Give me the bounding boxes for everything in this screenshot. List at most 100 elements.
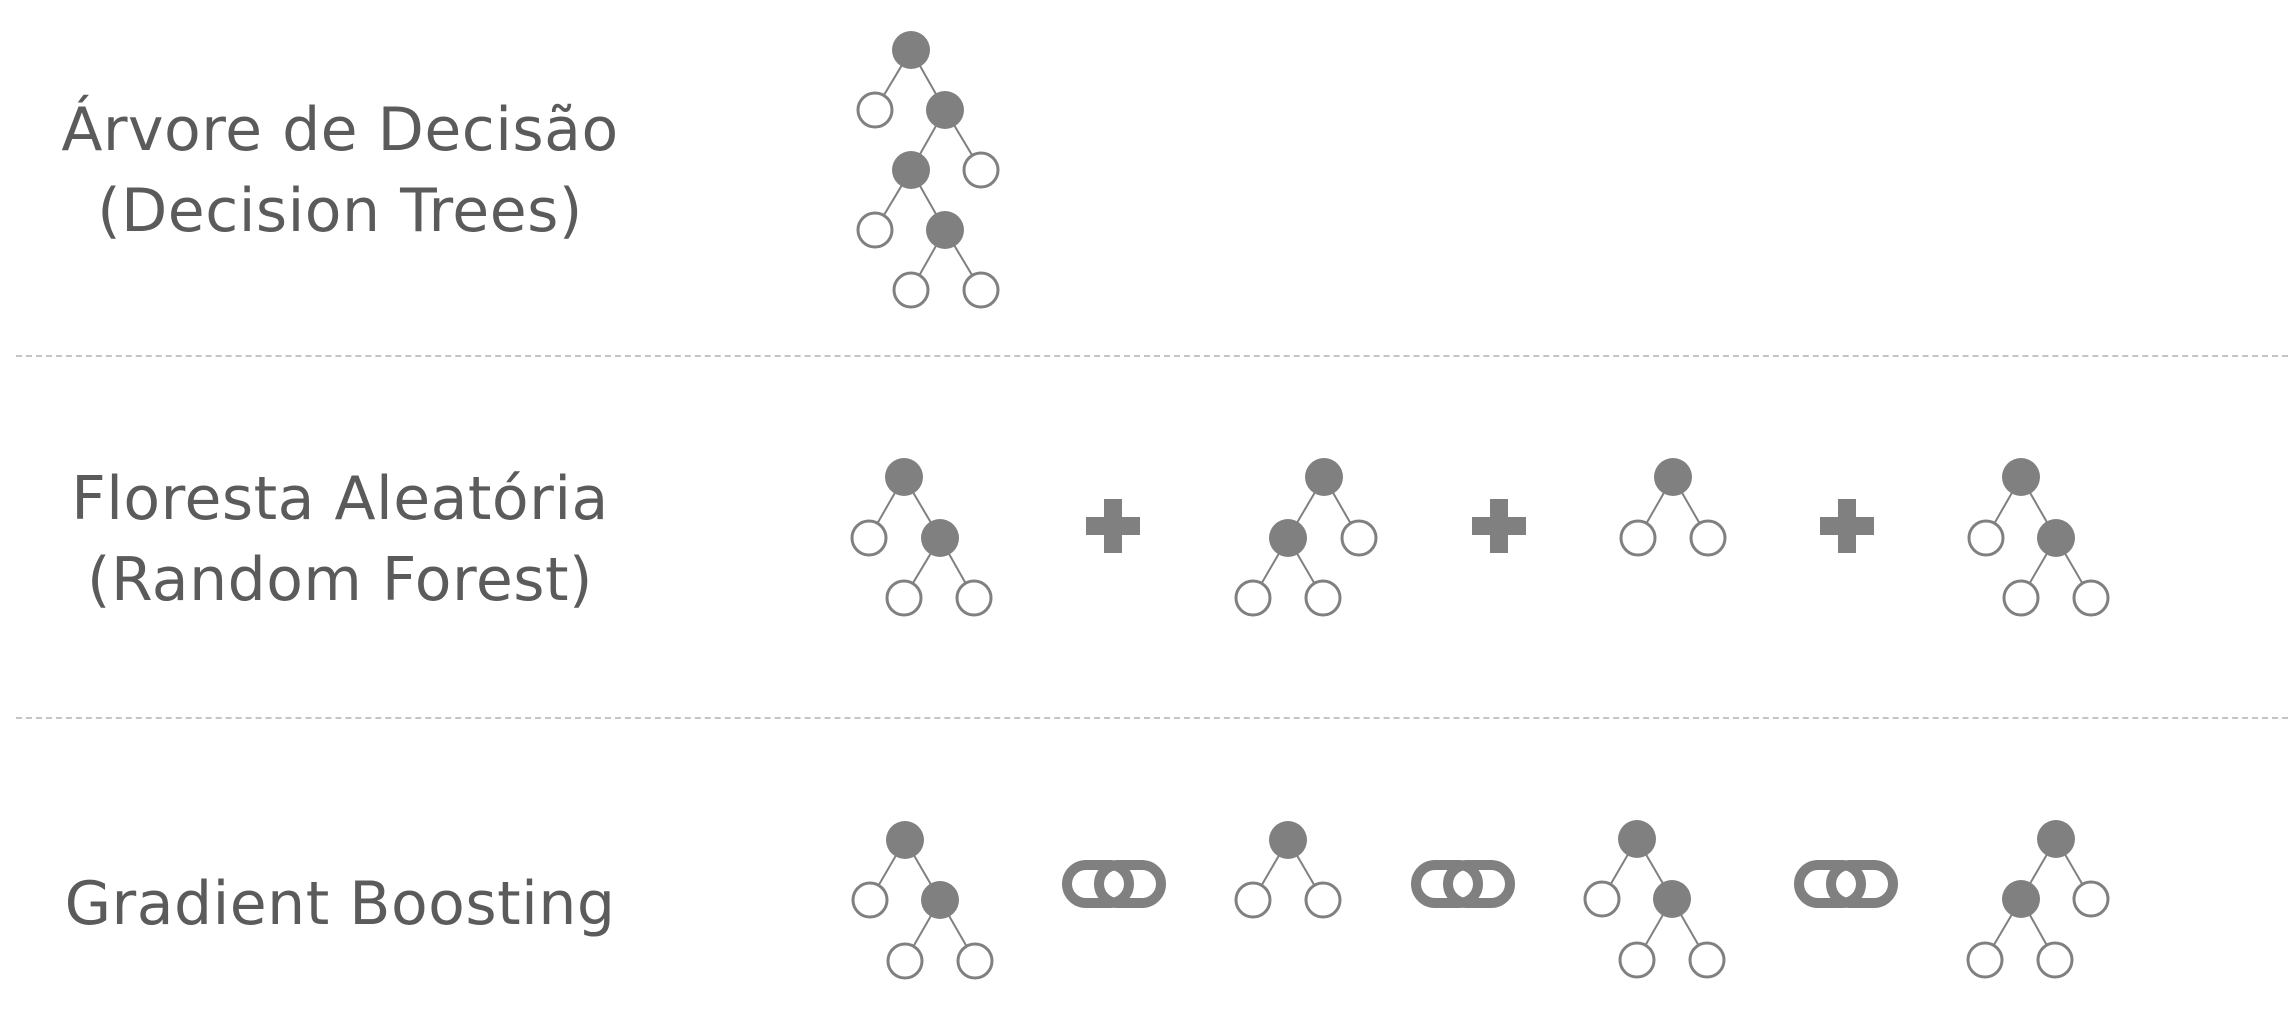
gradient-boosting-tree-2 [1234,821,1342,919]
chain-link-icon [1411,860,1515,908]
row-label-decision-trees: Árvore de Decisão (Decision Trees) [40,90,640,252]
decision-node [1653,880,1691,918]
leaf-node [2036,941,2074,979]
gradient-boosting-tree-3 [1583,820,1726,979]
tree-edge [1610,854,1629,884]
tree-edge [1296,553,1315,583]
leaf-node [1967,519,2005,557]
tree-edge [2064,854,2083,884]
tree-edge [948,915,967,946]
leaf-node [1688,941,1726,979]
random-forest-tree-1 [850,458,993,617]
decision-node [886,821,924,859]
random-forest-tree-4 [1967,458,2110,617]
decision-trees-title-en: (Decision Trees) [97,176,583,246]
tree-edge [1296,491,1316,524]
row-separator-1 [16,355,2288,357]
row-label-random-forest: Floresta Aleatória (Random Forest) [40,459,640,621]
decision-node [892,151,930,189]
decision-node [1269,519,1307,557]
tree-edge [953,124,973,156]
plus-icon [1086,499,1140,553]
tree-edge [913,855,932,885]
leaf-node [1689,519,1727,557]
decision-node [926,91,964,129]
decision-node [2037,820,2075,858]
decision-node [1654,458,1692,496]
tree-edge [2029,492,2048,523]
leaf-node [1340,519,1378,557]
leaf-node [856,91,894,129]
tree-edge [883,184,903,216]
leaf-node [1304,579,1342,617]
chain-link-icon [1794,860,1898,908]
tree-edge [913,915,932,946]
tree-edge [1261,553,1280,583]
decision-node [1305,458,1343,496]
decision-node [926,211,964,249]
random-forest-tree-3 [1619,458,1727,557]
decision-tree [856,31,1000,309]
decision-node [1269,821,1307,859]
tree-edge [2029,854,2048,884]
decision-node [2037,519,2075,557]
leaf-node [1583,880,1621,918]
tree-edge [1680,914,1699,945]
plus-icon [1820,499,1874,553]
leaf-node [892,271,930,309]
tree-edge [1296,855,1315,885]
tree-edge [948,553,966,583]
leaf-node [856,211,894,249]
random-forest-tree-2 [1234,458,1378,617]
leaf-node [955,579,993,617]
leaf-node [885,579,923,617]
random-forest-title-pt: Floresta Aleatória [71,464,609,534]
plus-icon [1472,499,1526,553]
tree-edge [912,552,932,584]
tree-edge [2029,553,2048,583]
decision-node [921,881,959,919]
tree-edge [878,855,897,885]
leaf-node [1619,519,1657,557]
tree-edge [912,491,932,524]
decision-node [892,31,930,69]
tree-edge [1645,914,1664,945]
leaf-node [2002,579,2040,617]
leaf-node [962,271,1000,309]
leaf-node [850,519,888,557]
decision-node [921,519,959,557]
tree-edge [877,492,896,523]
row-separator-2 [16,717,2288,719]
chain-link-icon [1062,860,1166,908]
tree-edge [1994,492,2013,523]
decision-node [2002,458,2040,496]
decision-node [2002,880,2040,918]
tree-edge [883,64,903,96]
tree-edge [1332,492,1351,523]
decision-node [885,458,923,496]
tree-edge [953,244,973,276]
leaf-node [1234,881,1272,919]
row-label-gradient-boosting: Gradient Boosting [40,864,640,945]
tree-edge [919,65,937,95]
tree-edge [2028,914,2048,945]
tree-edge [919,245,937,275]
leaf-node [2072,579,2110,617]
leaf-node [851,881,889,919]
gradient-boosting-tree-4 [1966,820,2110,979]
leaf-node [956,942,994,980]
gradient-boosting-title: Gradient Boosting [64,869,616,939]
decision-trees-title-pt: Árvore de Decisão [61,95,619,165]
leaf-node [1304,881,1342,919]
tree-edge [919,185,937,215]
tree-edge [1681,492,1700,523]
tree-edge [1646,492,1665,523]
tree-edge [1993,913,2013,946]
leaf-node [1234,579,1272,617]
leaf-node [1966,941,2004,979]
leaf-node [2072,880,2110,918]
tree-edge [2064,553,2083,583]
gradient-boosting-tree-1 [851,821,994,980]
leaf-node [1618,941,1656,979]
random-forest-title-en: (Random Forest) [87,545,593,615]
